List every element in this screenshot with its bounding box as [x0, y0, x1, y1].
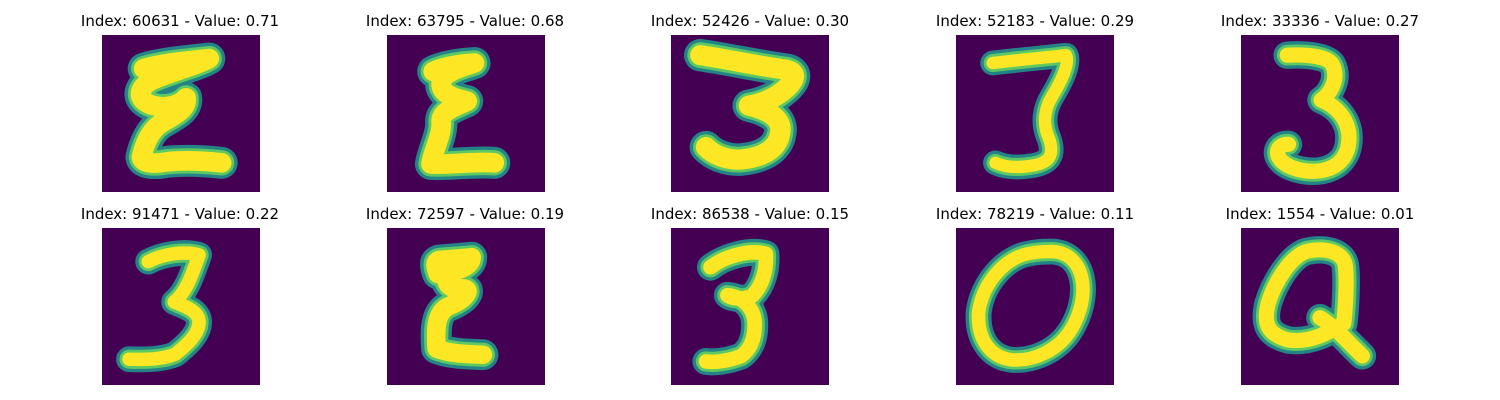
digit-image-panel: [387, 35, 545, 192]
panel-title: Index: 91471 - Value: 0.22: [80, 205, 280, 223]
digit-image-panel: [102, 228, 260, 385]
digit-image-panel: [671, 228, 829, 385]
digit-glyph-svg: [102, 35, 260, 192]
glyph-stroke-core: [690, 45, 804, 170]
digit-glyph-svg: [102, 228, 260, 385]
glyph-stroke-core: [986, 49, 1074, 174]
panel-title: Index: 1554 - Value: 0.01: [1225, 205, 1415, 223]
digit-glyph-svg: [671, 228, 829, 385]
panel-title: Index: 52426 - Value: 0.30: [650, 12, 850, 30]
glyph-stroke-core: [1258, 242, 1370, 364]
digit-image-panel: [956, 228, 1114, 385]
digit-glyph-svg: [1241, 35, 1399, 192]
glyph-stroke-core: [1269, 47, 1357, 179]
digit-glyph-svg: [387, 35, 545, 192]
panel-title: Index: 52183 - Value: 0.29: [935, 12, 1135, 30]
digit-image-panel: [1241, 228, 1399, 385]
panel-title: Index: 72597 - Value: 0.19: [365, 205, 565, 223]
panel-title: Index: 60631 - Value: 0.71: [80, 12, 280, 30]
digit-glyph-svg: [956, 35, 1114, 192]
digit-image-panel: [102, 35, 260, 192]
digit-image-panel: [956, 35, 1114, 192]
digit-image-panel: [671, 35, 829, 192]
panel-title: Index: 86538 - Value: 0.15: [650, 205, 850, 223]
digit-glyph-svg: [387, 228, 545, 385]
glyph-stroke-core: [971, 244, 1090, 367]
digit-glyph-svg: [1241, 228, 1399, 385]
glyph-stroke-core: [130, 48, 232, 173]
panel-title: Index: 78219 - Value: 0.11: [935, 205, 1135, 223]
digit-image-panel: [387, 228, 545, 385]
panel-title: Index: 63795 - Value: 0.68: [365, 12, 565, 30]
glyph-stroke-core: [122, 246, 206, 367]
digit-glyph-svg: [671, 35, 829, 192]
digit-image-panel: [1241, 35, 1399, 192]
panel-title: Index: 33336 - Value: 0.27: [1220, 12, 1420, 30]
digit-glyph-svg: [956, 228, 1114, 385]
glyph-stroke-core: [426, 247, 493, 364]
glyph-stroke-core: [698, 245, 774, 370]
glyph-stroke-core: [421, 53, 505, 174]
